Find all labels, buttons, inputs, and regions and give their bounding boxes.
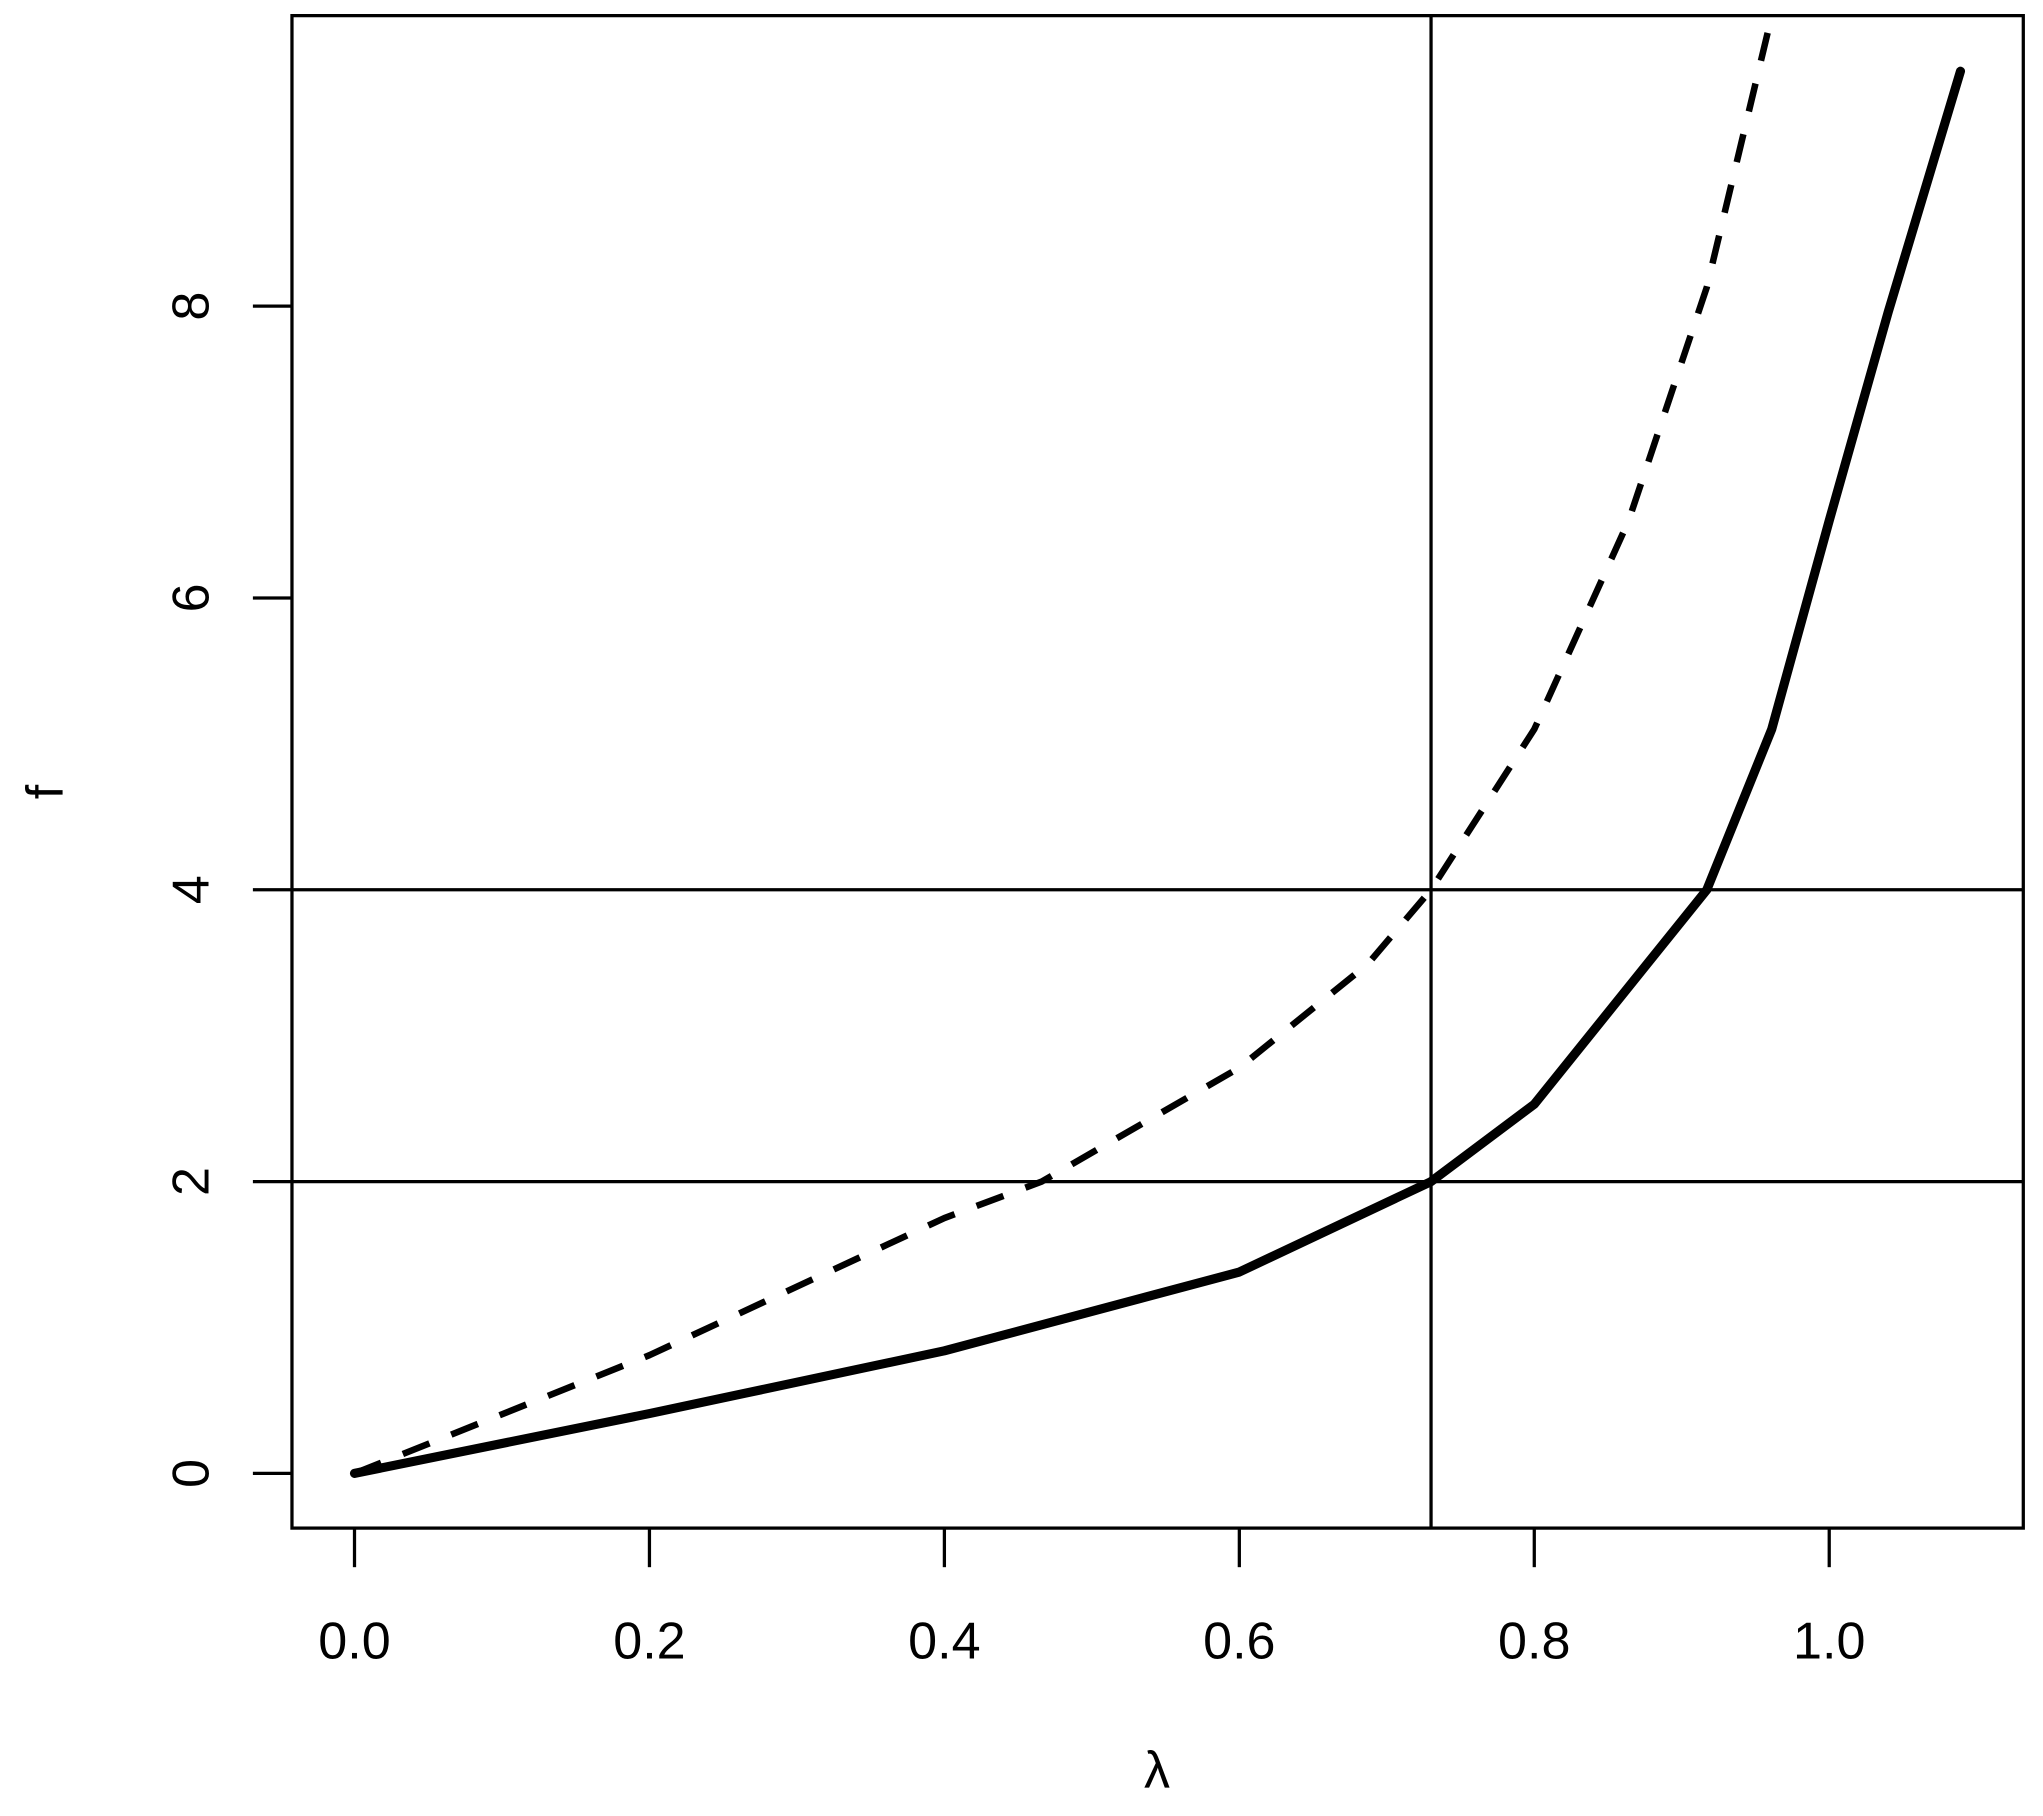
y-tick-label: 4 [163,875,221,904]
x-tick-label: 0.0 [318,1612,390,1670]
data-line [349,66,1966,1478]
x-tick-label: 0.6 [1203,1612,1275,1670]
data-line [353,15,1775,1477]
x-tick-label: 0.4 [908,1612,980,1670]
y-tick-label: 8 [163,292,221,321]
y-axis-label: f [17,784,75,799]
x-tick-label: 0.8 [1498,1612,1570,1670]
x-tick-label: 0.2 [613,1612,685,1670]
x-tick-label: 1.0 [1793,1612,1865,1670]
y-tick-label: 0 [163,1459,221,1488]
plot-frame [290,14,2025,1530]
y-tick-label: 2 [163,1167,221,1196]
y-tick-label: 6 [163,583,221,612]
x-axis-label: λ [1144,1741,1170,1799]
